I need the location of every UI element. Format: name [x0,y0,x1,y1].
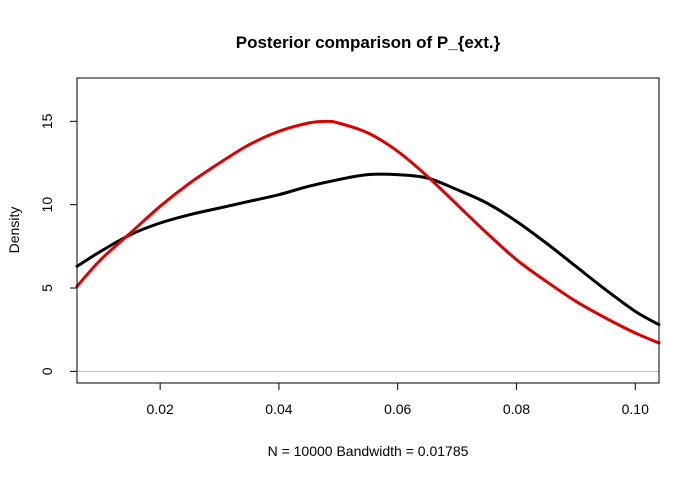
y-tick-label: 15 [39,113,55,129]
x-tick-label: 0.02 [147,401,174,417]
y-tick-label: 10 [39,197,55,213]
x-tick-label: 0.10 [622,401,649,417]
x-axis-label: N = 10000 Bandwidth = 0.01785 [268,443,469,459]
x-tick-label: 0.06 [384,401,411,417]
y-tick-label: 0 [39,367,55,375]
chart-title-text: Posterior comparison of P_{ext.} [236,33,501,52]
plot-frame [76,77,660,384]
x-tick-label: 0.08 [503,401,530,417]
y-axis-label: Density [6,207,22,254]
series-layer [75,119,661,345]
y-tick-label: 5 [39,284,55,292]
density-line-1 [75,172,661,327]
density-line-2 [75,119,661,345]
x-tick-label: 0.04 [265,401,292,417]
y-axis: 0 5 10 15 [39,113,77,375]
chart-title: Posterior comparison of P_{ext.} [236,33,501,52]
x-axis: 0.02 0.04 0.06 0.08 0.10 [147,383,649,417]
